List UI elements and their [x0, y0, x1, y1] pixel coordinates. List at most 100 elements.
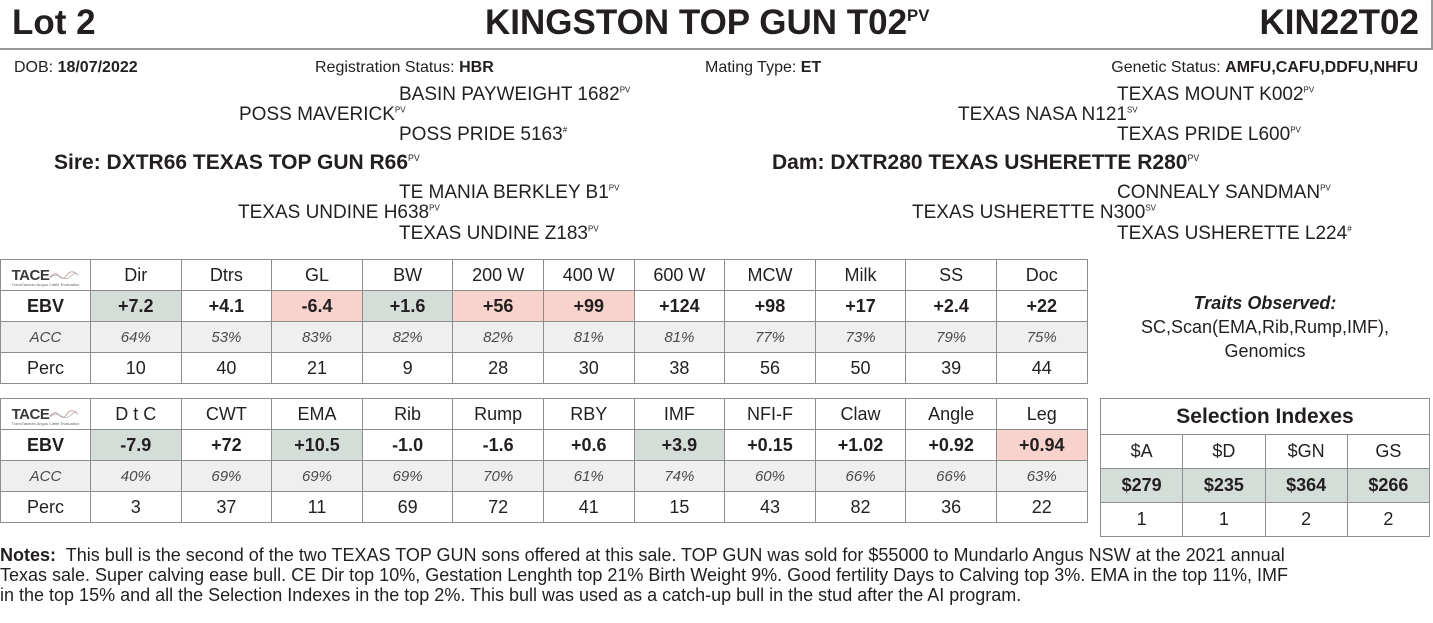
acc-row: ACC 40% 69% 69% 69% 70% 61% 74% 60% 66% 66% 63%: [0, 460, 1088, 492]
perc-value: 56: [724, 352, 816, 384]
acc-value: 81%: [542, 321, 635, 353]
acc-value: 70%: [452, 460, 544, 492]
ebv-value: -6.4: [271, 290, 363, 322]
perc-value: 9: [361, 352, 454, 384]
dam-label: Dam:: [772, 151, 831, 174]
pedigree-status: PV: [1320, 183, 1331, 193]
mating-field: Mating Type: ET: [705, 59, 821, 77]
tace-logo: TACE TransTasman Angus Cattle Evaluation: [12, 265, 80, 287]
trait-header: SS: [905, 259, 997, 291]
notes-line-1: Notes: This bull is the second of the tw…: [0, 545, 1433, 565]
ebv-value: +99: [542, 290, 635, 322]
selection-title-row: Selection Indexes: [1100, 398, 1430, 435]
ebv-value: +1.6: [361, 290, 454, 322]
selection-value: $364: [1264, 468, 1348, 503]
trait-header: 200 W: [452, 259, 544, 291]
trait-header: Doc: [995, 259, 1088, 291]
ebv-value: +56: [452, 290, 544, 322]
notes-label: Notes:: [0, 545, 57, 565]
pedigree-status: SV: [1126, 105, 1138, 115]
acc-value: 64%: [90, 321, 182, 353]
genetic-label: Genetic Status:: [1111, 59, 1226, 76]
selection-perc: 1: [1099, 502, 1184, 537]
perc-value: 50: [814, 352, 907, 384]
trait-header: D t C: [90, 398, 182, 430]
pedigree-status: SV: [1145, 203, 1156, 213]
pedigree-dam-sire-dam: TEXAS PRIDE L600PV: [1117, 125, 1301, 145]
trait-header: EMA: [271, 398, 363, 430]
perc-value: 11: [271, 491, 363, 523]
ebv-value: -1.0: [361, 429, 454, 461]
pedigree-sire: Sire: DXTR66 TEXAS TOP GUN R66PV: [54, 151, 420, 175]
acc-value: 69%: [271, 460, 363, 492]
tace-logo-line: TACE: [12, 404, 80, 422]
pedigree-name: BASIN PAYWEIGHT 1682: [399, 84, 620, 105]
acc-row: ACC 64% 53% 83% 82% 82% 81% 81% 77% 73% 79% 75%: [0, 321, 1088, 353]
tace-logo: TACE TransTasman Angus Cattle Evaluation: [12, 404, 80, 426]
trait-header: BW: [361, 259, 454, 291]
lot-header: Lot 2 KINGSTON TOP GUN T02PV KIN22T02: [0, 0, 1433, 50]
selection-value: $266: [1346, 468, 1431, 503]
traits-title: Traits Observed:: [1193, 293, 1337, 313]
lot-number: Lot 2: [12, 3, 96, 42]
dob-field: DOB: 18/07/2022: [14, 59, 138, 77]
tace-logo-line: TACE: [12, 265, 80, 283]
pedigree-name: TEXAS USHERETTE L224: [1117, 223, 1348, 244]
ebv-header-row: TACE TransTasman Angus Cattle Evaluation…: [0, 398, 1088, 430]
registration-value: HBR: [459, 59, 494, 76]
selection-title: Selection Indexes: [1100, 398, 1430, 435]
tace-word: TACE: [11, 405, 50, 423]
perc-value: 38: [633, 352, 726, 384]
pedigree-sire-dam: TEXAS UNDINE H638PV: [238, 203, 440, 223]
row-label-acc: ACC: [0, 460, 91, 492]
traits-line-2: Genomics: [1224, 341, 1306, 361]
pedigree-status: #: [1347, 224, 1352, 234]
pedigree-name: TEXAS NASA N121: [958, 104, 1127, 125]
acc-value: 63%: [995, 460, 1088, 492]
selection-value-row: $279 $235 $364 $266: [1099, 468, 1431, 503]
tace-wave-icon: [49, 271, 79, 279]
perc-value: 82: [814, 491, 907, 523]
tace-tagline: TransTasman Angus Cattle Evaluation: [11, 420, 80, 426]
trait-header: Leg: [995, 398, 1088, 430]
pedigree-sire-sire: POSS MAVERICKPV: [239, 105, 406, 125]
selection-header: GS: [1346, 434, 1431, 469]
acc-value: 61%: [542, 460, 635, 492]
selection-header: $D: [1182, 434, 1266, 469]
selection-header-row: $A $D $GN GS: [1099, 434, 1431, 469]
ebv-value: +3.9: [633, 429, 726, 461]
tace-tagline: TransTasman Angus Cattle Evaluation: [11, 281, 80, 287]
sire-status: PV: [408, 153, 420, 163]
tace-word: TACE: [11, 266, 50, 284]
perc-value: 43: [724, 491, 816, 523]
acc-value: 69%: [361, 460, 454, 492]
row-label-ebv: EBV: [0, 429, 91, 461]
mating-value: ET: [800, 59, 822, 76]
pedigree-name: TEXAS UNDINE Z183: [399, 223, 588, 244]
animal-name-text: KINGSTON TOP GUN T02: [485, 3, 908, 42]
sire-label: Sire:: [54, 151, 107, 174]
perc-value: 36: [905, 491, 997, 523]
pedigree-sire-sire-dam: POSS PRIDE 5163#: [399, 125, 567, 145]
pedigree-dam-sire-sire: TEXAS MOUNT K002PV: [1117, 85, 1314, 105]
selection-value: $279: [1099, 468, 1184, 503]
notes: Notes: This bull is the second of the tw…: [0, 545, 1433, 605]
ebv-value: -7.9: [90, 429, 182, 461]
pedigree-status: PV: [1303, 85, 1315, 95]
pedigree-dam: Dam: DXTR280 TEXAS USHERETTE R280PV: [772, 151, 1199, 175]
ebv-row: EBV -7.9 +72 +10.5 -1.0 -1.6 +0.6 +3.9 +0.15 +1.0…: [0, 429, 1088, 461]
ebv-value: +10.5: [271, 429, 363, 461]
notes-line-3: in the top 15% and all the Selection Ind…: [0, 585, 1022, 605]
pedigree-status: PV: [588, 224, 599, 234]
ebv-value: +72: [180, 429, 273, 461]
perc-value: 69: [361, 491, 454, 523]
ebv-value: +4.1: [180, 290, 273, 322]
pedigree-status: #: [562, 125, 568, 135]
notes-text-1: This bull is the second of the two TEXAS…: [56, 545, 1285, 565]
ebv-value: +0.6: [542, 429, 635, 461]
pedigree-sire-dam-dam: TEXAS UNDINE Z183PV: [399, 224, 599, 244]
perc-value: 40: [180, 352, 273, 384]
ebv-value: +124: [633, 290, 726, 322]
pedigree-name: TE MANIA BERKLEY B1: [399, 182, 609, 203]
dob-value: 18/07/2022: [57, 59, 138, 76]
